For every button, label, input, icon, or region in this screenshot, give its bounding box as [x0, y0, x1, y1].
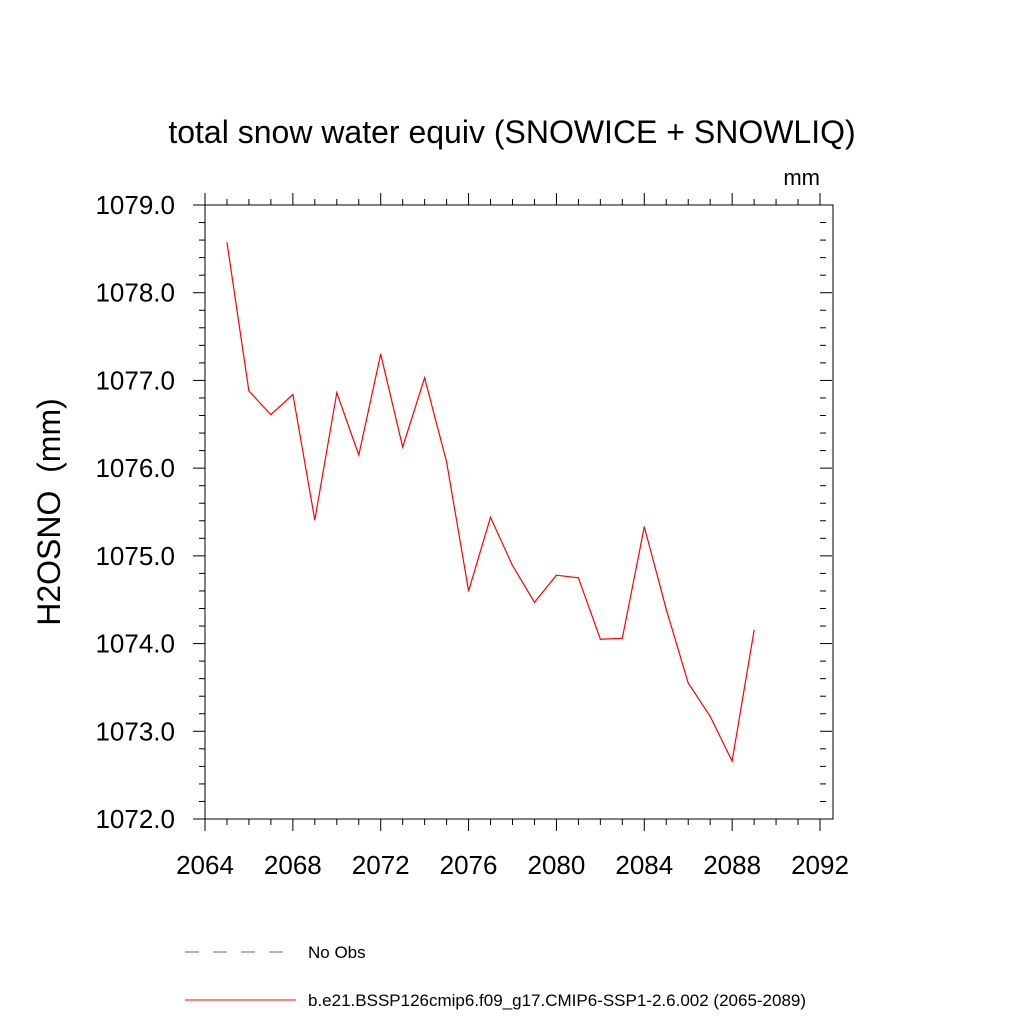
data-point: [292, 393, 294, 396]
data-point: [226, 242, 228, 244]
data-point: [577, 577, 579, 579]
data-point: [731, 760, 733, 762]
y-axis-label: H2OSNO (mm): [31, 398, 67, 626]
data-point: [753, 629, 755, 632]
plot-frame: [204, 204, 834, 820]
data-point: [270, 414, 272, 416]
x-tick-label: 2072: [352, 850, 410, 880]
data-point: [380, 353, 382, 355]
series-lines: [226, 242, 755, 764]
units-label: mm: [783, 165, 820, 190]
x-tick-label: 2068: [264, 850, 322, 880]
x-tick-label: 2076: [440, 850, 498, 880]
data-point: [489, 516, 492, 518]
y-tick-label: 1075.0: [95, 541, 175, 571]
axes: 2064 2068 2072 2076 2080 2084 2088 2092 1072.0 10…: [95, 190, 848, 880]
data-point: [336, 392, 338, 394]
x-tick-label: 2088: [703, 850, 761, 880]
y-tick-label: 1079.0: [95, 190, 175, 220]
legend: No Obs b.e21.BSSP126cmip6.f09_g17.CMIP6-S…: [185, 943, 806, 1010]
data-point: [446, 461, 448, 463]
data-point: [467, 590, 470, 592]
y-tick-label: 1072.0: [95, 804, 175, 834]
x-tick-label: 2092: [791, 850, 849, 880]
series-line: [226, 242, 755, 764]
data-point: [687, 682, 689, 684]
data-point: [402, 446, 404, 448]
data-point: [643, 526, 645, 528]
data-point: [599, 638, 601, 640]
x-tick-label: 2084: [615, 850, 673, 880]
data-point: [248, 390, 250, 392]
legend-label: No Obs: [308, 943, 366, 962]
y-tick-label: 1078.0: [95, 278, 175, 308]
y-tick-label: 1077.0: [95, 365, 175, 395]
y-tick-label: 1073.0: [95, 716, 175, 746]
data-point: [314, 519, 316, 521]
legend-label: b.e21.BSSP126cmip6.f09_g17.CMIP6-SSP1-2.…: [308, 991, 806, 1010]
data-point: [665, 608, 667, 610]
x-tick-label: 2064: [176, 850, 234, 880]
y-tick-label: 1076.0: [95, 453, 175, 483]
data-point: [358, 454, 360, 456]
data-point: [555, 574, 558, 576]
x-tick-label: 2080: [528, 850, 586, 880]
data-point: [621, 637, 623, 639]
chart-title: total snow water equiv (SNOWICE + SNOWLI…: [168, 114, 855, 150]
data-point: [424, 377, 426, 379]
data-point: [533, 601, 536, 603]
y-tick-label: 1074.0: [95, 629, 175, 659]
data-point: [511, 564, 514, 567]
data-point: [709, 715, 711, 717]
